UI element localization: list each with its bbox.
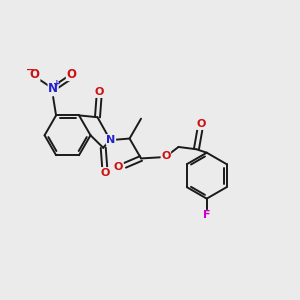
Text: +: + (53, 79, 61, 88)
Text: O: O (94, 87, 104, 98)
Text: O: O (66, 68, 76, 80)
Text: O: O (114, 162, 123, 172)
Text: O: O (100, 168, 110, 178)
Text: O: O (196, 119, 206, 129)
Text: O: O (30, 68, 40, 80)
Text: O: O (161, 151, 171, 161)
Text: N: N (48, 82, 58, 95)
Text: N: N (106, 135, 116, 145)
Text: −: − (26, 65, 34, 75)
Text: F: F (203, 210, 211, 220)
